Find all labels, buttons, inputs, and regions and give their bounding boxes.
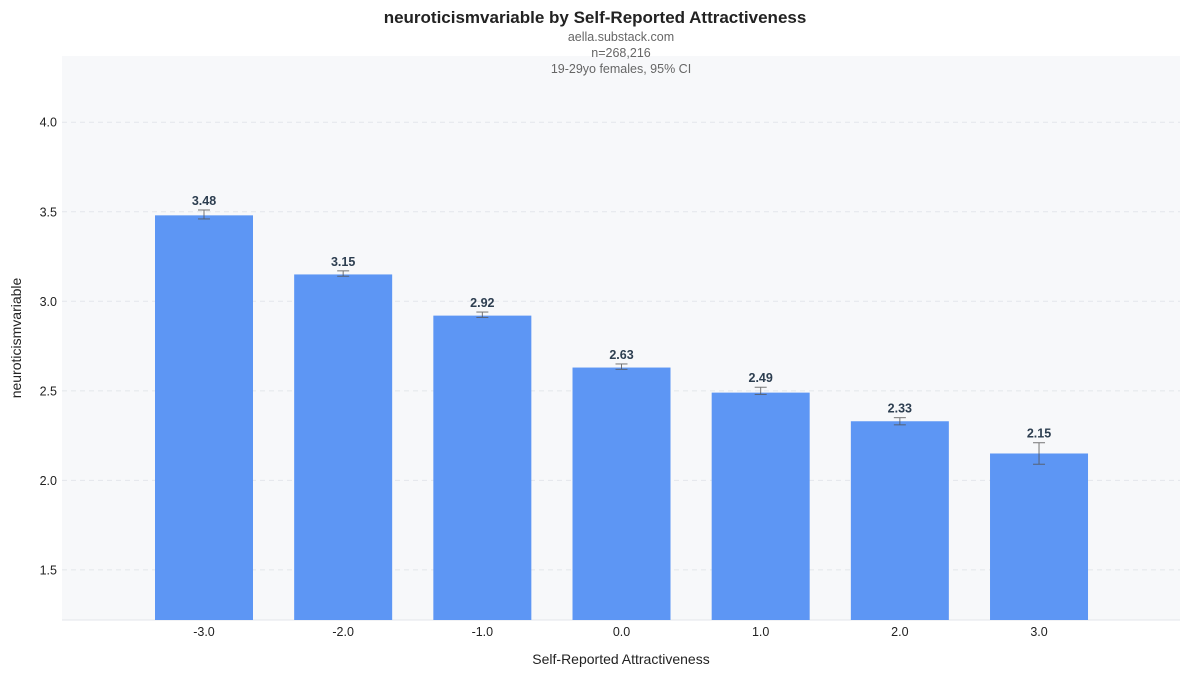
value-label: 3.48	[192, 194, 216, 208]
error-bar	[198, 209, 210, 220]
chart-subtitle-line-1: aella.substack.com	[568, 30, 674, 44]
error-bar	[754, 386, 767, 395]
value-label: 2.15	[1027, 427, 1051, 441]
y-tick-label: 2.5	[40, 384, 57, 398]
y-tick-label: 2.0	[40, 474, 57, 488]
error-bars	[198, 209, 1046, 465]
y-axis-label: neuroticismvariable	[8, 277, 24, 398]
error-bar	[893, 417, 906, 426]
x-tick-label: -1.0	[472, 625, 494, 639]
y-tick-label: 3.0	[40, 295, 57, 309]
y-ticks: 1.5 2.0 2.5 3.0 3.5 4.0	[40, 116, 57, 578]
chart-subtitle-line-3: 19-29yo females, 95% CI	[551, 62, 691, 76]
chart-title: neuroticismvariable by Self-Reported Att…	[384, 8, 807, 27]
bar	[850, 421, 949, 620]
chart-subtitle-line-2: n=268,216	[591, 46, 650, 60]
bar	[572, 367, 671, 620]
x-tick-label: -2.0	[332, 625, 354, 639]
y-tick-label: 4.0	[40, 116, 57, 130]
bar	[711, 392, 810, 620]
y-tick-label: 1.5	[40, 563, 57, 577]
bar	[433, 315, 532, 620]
error-bar	[476, 311, 489, 318]
bar	[990, 453, 1089, 620]
value-labels: 3.48 3.15 2.92 2.63 2.49 2.33 2.15	[192, 194, 1051, 441]
value-label: 2.63	[609, 348, 633, 362]
x-tick-label: -3.0	[193, 625, 215, 639]
value-label: 2.49	[749, 371, 773, 385]
value-label: 2.92	[470, 296, 494, 310]
x-axis-label: Self-Reported Attractiveness	[532, 651, 709, 667]
x-tick-label: 2.0	[891, 625, 908, 639]
x-tick-label: 1.0	[752, 625, 769, 639]
error-bar	[337, 270, 350, 277]
bar	[155, 215, 253, 620]
error-bar	[1033, 442, 1046, 465]
value-label: 3.15	[331, 255, 355, 269]
bar	[294, 274, 393, 620]
y-tick-label: 3.5	[40, 205, 57, 219]
x-tick-label: 0.0	[613, 625, 630, 639]
bars	[155, 215, 1089, 620]
x-tick-label: 3.0	[1030, 625, 1047, 639]
error-bar	[615, 363, 628, 370]
x-ticks: -3.0 -2.0 -1.0 0.0 1.0 2.0 3.0	[193, 625, 1048, 639]
value-label: 2.33	[888, 402, 912, 416]
